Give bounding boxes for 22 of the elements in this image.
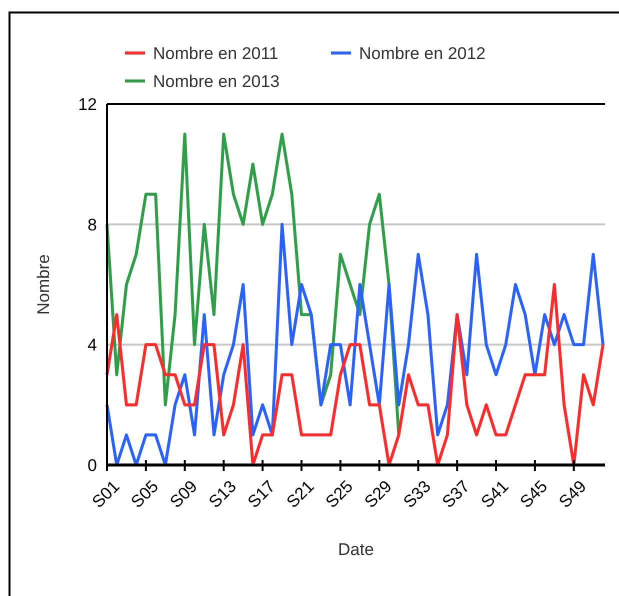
x-tick-label: S49 bbox=[555, 476, 590, 512]
x-tick-label: S17 bbox=[244, 476, 279, 512]
y-tick-label: 12 bbox=[78, 95, 97, 114]
y-tick-label: 8 bbox=[88, 215, 97, 234]
y-tick-label: 4 bbox=[88, 336, 97, 355]
x-tick-label: S25 bbox=[322, 476, 357, 512]
x-tick-label: S37 bbox=[438, 476, 474, 512]
x-tick-label: S29 bbox=[360, 476, 396, 512]
x-tick-label: S13 bbox=[205, 476, 240, 512]
legend-label: Nombre en 2013 bbox=[153, 72, 280, 91]
legend-label: Nombre en 2011 bbox=[153, 44, 278, 63]
x-tick-label: S21 bbox=[282, 476, 318, 512]
x-tick-label: S41 bbox=[477, 476, 512, 512]
x-tick-label: S01 bbox=[88, 476, 124, 512]
y-tick-label: 0 bbox=[88, 456, 97, 475]
x-axis-title: Date bbox=[338, 540, 374, 559]
x-tick-label: S45 bbox=[516, 476, 552, 512]
x-tick-label: S33 bbox=[400, 476, 434, 512]
legend-label: Nombre en 2012 bbox=[359, 44, 486, 63]
y-axis-title: Nombre bbox=[34, 254, 53, 315]
x-tick-label: S09 bbox=[166, 476, 202, 512]
x-tick-label: S05 bbox=[127, 476, 162, 512]
